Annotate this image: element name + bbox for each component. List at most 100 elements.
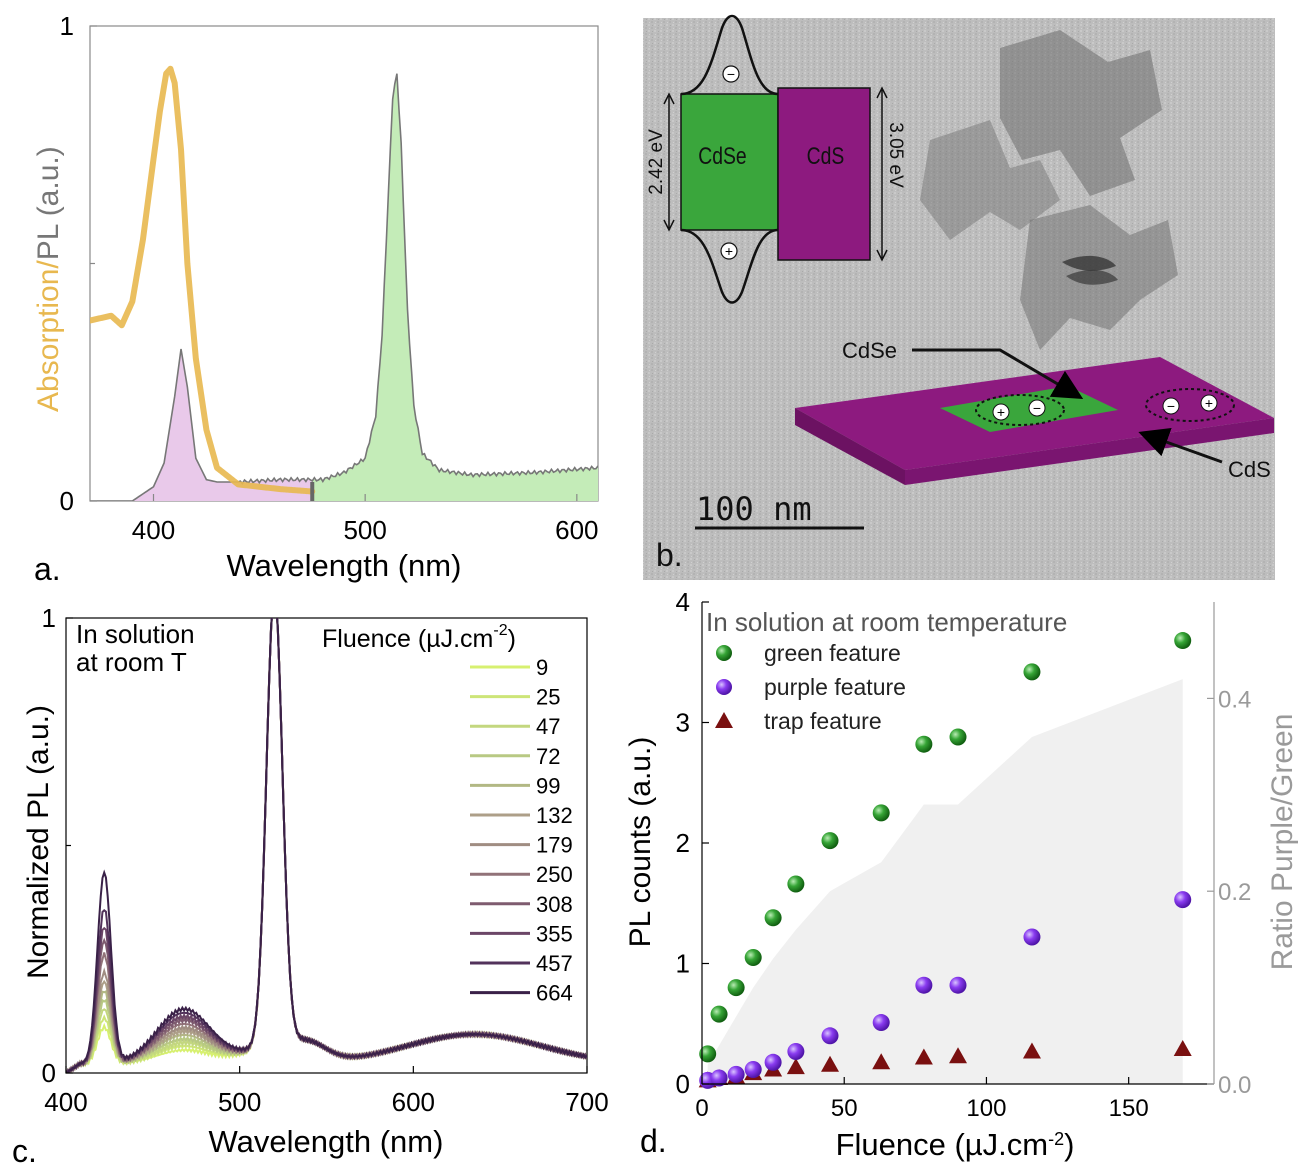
panel-c-label: c. — [12, 1133, 37, 1164]
panel-a-xtick-label: 400 — [132, 515, 175, 545]
green-point — [710, 1005, 728, 1023]
panel-a-ytick-label: 1 — [60, 11, 74, 41]
purple-point — [949, 976, 967, 994]
green-point — [787, 875, 805, 893]
legend-label-179: 179 — [536, 833, 573, 858]
gap-label-cds: 3.05 eV — [885, 122, 906, 188]
panel-d-xtick-label: 150 — [1109, 1095, 1149, 1122]
panel-d-label: d. — [640, 1123, 667, 1159]
panel-c-legend: 9 25 47 72 99 132 179 250 308 355 457 664 — [470, 655, 573, 1006]
panel-c-series — [66, 618, 587, 1073]
cds-block-label: CdS — [807, 142, 845, 170]
panel-a-label: a. — [34, 551, 61, 587]
purple-point — [787, 1042, 805, 1060]
gap-label-cdse: 2.42 eV — [646, 129, 667, 195]
purple-point — [1023, 928, 1041, 946]
panel-d-ytick-label: 2 — [676, 828, 690, 858]
panel-d-y2tick-label: 0.2 — [1218, 879, 1251, 906]
purple-point — [764, 1053, 782, 1071]
panel-c-annotation-line1: In solution — [76, 619, 195, 649]
panel-d-y2tick-label: 0.0 — [1218, 1072, 1251, 1099]
panel-d-ytick-label: 0 — [676, 1069, 690, 1099]
panel-d-ylabel: PL counts (a.u.) — [624, 737, 657, 948]
green-point — [727, 979, 745, 997]
legend-label-72: 72 — [536, 744, 560, 769]
panel-c-axes: 0 1 400 500 600 700 — [42, 603, 609, 1117]
legend-label-664: 664 — [536, 981, 573, 1006]
panel-d-xlabel: Fluence (µJ.cm-2) — [836, 1127, 1075, 1162]
electron-symbol-icon — [722, 65, 740, 83]
panel-d-ytick-label: 3 — [676, 708, 690, 738]
panel-d: 0 1 2 3 4 0.0 0.2 0.4 0 50 100 150 In solution at r… — [624, 587, 1299, 1162]
legend-label-355: 355 — [536, 921, 573, 946]
scale-bar-label: 100 nm — [696, 490, 812, 528]
panel-c-xtick-label: 700 — [565, 1087, 608, 1117]
legend-label-132: 132 — [536, 803, 573, 828]
panel-d-axes: 0 1 2 3 4 0.0 0.2 0.4 0 50 100 150 — [676, 587, 1252, 1122]
band-diagram: − + CdSe CdS 2.42 eV 3.05 eV — [646, 14, 906, 304]
cds-pointer-label: CdS — [1228, 457, 1271, 482]
panel-c-annotation-line2: at room T — [76, 647, 187, 677]
hole-sign-core: + — [997, 404, 1005, 420]
panel-d-xtick-label: 0 — [695, 1095, 708, 1122]
legend-marker-trap — [715, 712, 733, 728]
cds-band-block — [777, 87, 871, 261]
panel-c-xtick-label: 500 — [218, 1087, 261, 1117]
panel-c-ytick-label: 1 — [42, 603, 56, 633]
ratio-area — [707, 679, 1183, 1084]
panel-a-xtick-label: 500 — [343, 515, 386, 545]
panel-c-ytick-label: 0 — [42, 1058, 56, 1088]
exciton-ellipse-shell — [1145, 388, 1235, 422]
legend-label-trap: trap feature — [764, 708, 882, 734]
panel-c: 0 1 400 500 600 700 9 25 47 72 99 132 179 250 308 355 4… — [12, 603, 609, 1164]
green-point — [764, 909, 782, 927]
panel-a: 0 1 400 500 600 Absorption/PL (a.u.) Wavelen… — [32, 11, 599, 587]
panel-d-legend: green feature purple feature trap featur… — [715, 640, 906, 734]
panel-d-xtick-label: 100 — [966, 1095, 1006, 1122]
cdse-pointer-label: CdSe — [842, 338, 897, 363]
trap-point — [914, 1048, 933, 1065]
trap-point — [1022, 1042, 1041, 1059]
legend-label-9: 9 — [536, 655, 548, 680]
panel-d-points — [698, 632, 1192, 1089]
legend-label-47: 47 — [536, 714, 560, 739]
panel-a-ylabel: Absorption/PL (a.u.) — [32, 146, 65, 412]
panel-d-y2label: Ratio Purple/Green — [1266, 714, 1299, 971]
legend-label-457: 457 — [536, 951, 573, 976]
panel-c-xlabel: Wavelength (nm) — [209, 1124, 444, 1159]
green-point — [1023, 663, 1041, 681]
purple-point — [1174, 891, 1192, 909]
legend-label-99: 99 — [536, 773, 560, 798]
panel-a-plot-frame — [89, 25, 599, 502]
legend-label-25: 25 — [536, 685, 560, 710]
trap-point — [821, 1055, 839, 1072]
green-point — [872, 804, 890, 822]
tem-nanoplatelets — [920, 30, 1178, 350]
panel-a-ytick-label: 0 — [60, 486, 74, 516]
panel-a-axes: 0 1 400 500 600 — [60, 11, 599, 545]
panel-c-xtick-label: 600 — [392, 1087, 435, 1117]
legend-label-250: 250 — [536, 862, 573, 887]
purple-point — [821, 1027, 839, 1045]
exciton-ellipse-core — [975, 394, 1065, 426]
green-point — [949, 728, 967, 746]
cdse-pointer-arrow — [912, 348, 1084, 400]
trap-point — [1173, 1040, 1192, 1057]
panel-d-ytick-label: 1 — [676, 949, 690, 979]
hole-sign-shell: + — [1205, 395, 1213, 411]
panel-b-label: b. — [656, 537, 683, 573]
panel-c-ylabel: Normalized PL (a.u.) — [22, 705, 55, 979]
purple-point — [710, 1069, 728, 1087]
purple-point — [915, 976, 933, 994]
electron-sign-shell: − — [1167, 398, 1175, 414]
absorption-line — [90, 65, 316, 495]
legend-marker-purple — [716, 679, 732, 695]
legend-label-purple: purple feature — [764, 674, 906, 700]
panel-c-legend-title: Fluence (µJ.cm-2) — [322, 622, 516, 652]
purple-point — [727, 1065, 745, 1083]
trap-point — [949, 1047, 967, 1064]
purple-point — [872, 1014, 890, 1032]
panel-d-ytick-label: 4 — [676, 587, 690, 617]
panel-b: − + CdSe CdS 2.42 eV 3.05 eV + − − + CdS… — [643, 14, 1275, 580]
